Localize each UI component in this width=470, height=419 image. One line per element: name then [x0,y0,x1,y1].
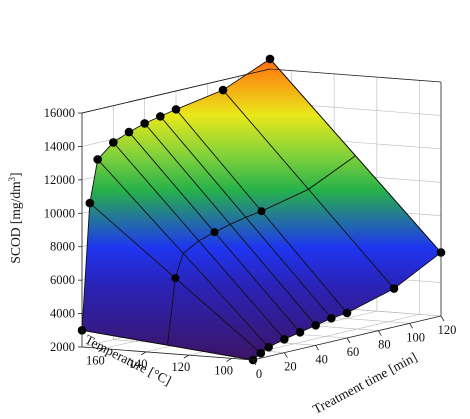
x-tick-mark [140,351,147,356]
data-point-mid-temp-4 [210,228,219,237]
data-point-high-temp-t5 [85,198,95,208]
data-point-mid-temp-1 [171,274,180,283]
data-point-low-temp-t5 [256,348,266,358]
mesh-line-mid-temperature [167,155,356,346]
y-tick-mark [252,359,257,366]
data-point-high-temp-t120 [265,54,275,64]
y-tick-label: 20 [284,360,297,374]
y-tick-label: 80 [378,338,391,352]
box-edge-4 [269,68,442,83]
y-tick-label: 60 [347,345,360,359]
x-tick-label: 120 [172,360,191,374]
chart-box [81,68,442,361]
box-edge-0 [81,346,254,361]
data-point-low-temp-t50 [327,313,336,323]
data-point-low-temp-t60 [342,308,352,318]
z-tick-label: 4000 [50,307,75,321]
z-axis-title: SCOD [mg/dm3] [7,172,23,263]
data-point-high-temp-t30 [124,127,134,137]
x-tick-mark [98,348,104,352]
z-tick-label: 10000 [44,206,75,220]
data-point-low-temp-t20 [280,334,289,344]
z-tick-label: 6000 [50,273,75,287]
data-point-high-temp-t60 [171,105,181,114]
data-point-high-temp-t20 [109,138,118,147]
z-tick-label: 8000 [50,240,75,254]
data-point-high-temp-t50 [156,112,165,121]
data-point-low-temp-t90 [389,284,399,293]
y-tick-mark [409,323,414,329]
y-tick-label: 0 [256,367,262,381]
data-point-low-temp-t30 [295,327,305,337]
data-point-mid-temp-7 [257,207,266,216]
x-tick-label: 140 [129,357,148,371]
z-tick-label: 2000 [50,340,75,354]
z-tick-label: 14000 [44,139,75,153]
y-tick-mark [377,330,382,336]
chart-ticks: 2000 4000 6000 8000 10000 12000 14000 16000 160 1… [44,106,457,381]
data-point-high-temp-t40 [140,119,149,128]
box-edge-6 [81,68,271,114]
y-tick-label: 40 [315,352,328,366]
y-tick-label: 120 [438,323,457,337]
data-point-high-temp-t10 [93,155,102,164]
data-point-low-temp-t40 [311,320,320,330]
z-tick-label: 16000 [44,106,75,120]
chart-points [77,54,446,365]
x-tick-label: 160 [86,354,105,368]
x-tick-label: 100 [214,363,233,377]
x-tick-mark [183,354,190,359]
y-tick-mark [440,315,445,322]
data-point-low-temp-t10 [264,342,273,352]
y-tick-mark [283,352,288,358]
y-tick-mark [346,337,351,344]
mesh-line-time-0 [81,329,254,361]
y-tick-label: 100 [406,330,425,344]
x-tick-mark [226,358,232,362]
z-tick-label: 12000 [44,173,75,187]
data-point-high-temp-t90 [218,85,228,95]
y-tick-mark [315,345,320,351]
